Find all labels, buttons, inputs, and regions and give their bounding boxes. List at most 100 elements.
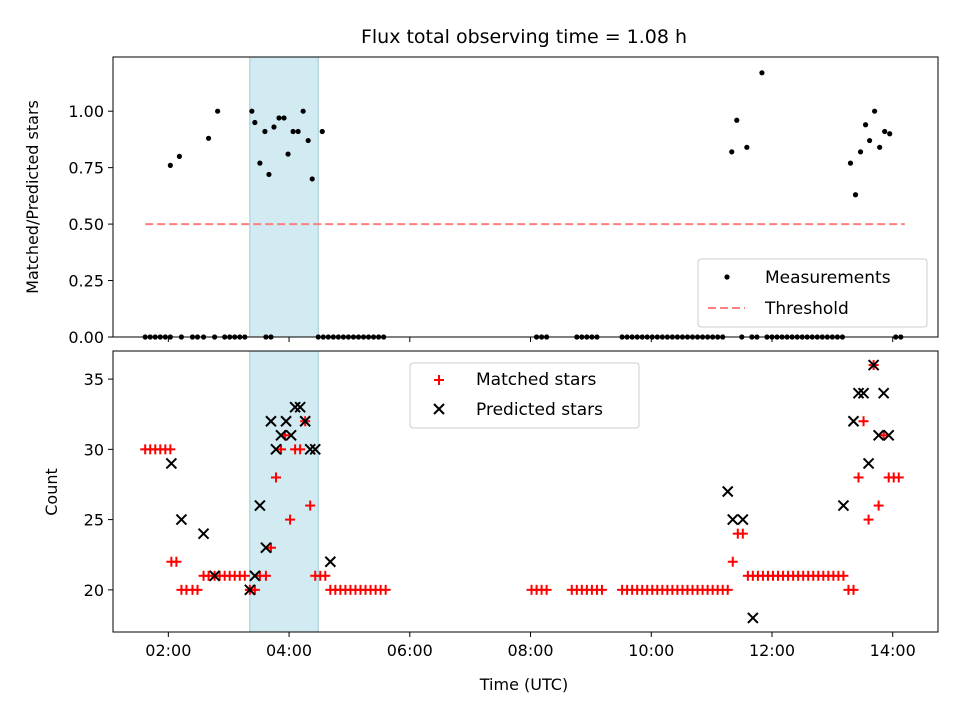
predicted-star-point	[324, 556, 337, 568]
measurement-point	[887, 131, 893, 137]
top-y-tick-label: 0.75	[68, 159, 104, 178]
x-tick-label: 14:00	[870, 641, 916, 660]
measurement-point	[290, 128, 296, 135]
predicted-star-point	[208, 570, 221, 582]
bottom-y-axis-label: Count	[42, 468, 61, 516]
matched-star-point	[737, 528, 748, 539]
measurement-point	[866, 137, 873, 144]
predicted-star-point	[882, 429, 895, 442]
legend-matched-marker	[434, 375, 444, 385]
matched-star-point	[878, 430, 889, 441]
matched-star-point	[380, 584, 391, 595]
predicted-star-point	[872, 429, 885, 442]
predicted-star-point	[727, 513, 739, 526]
legend-threshold-label: Threshold	[764, 299, 849, 319]
x-axis-label: Time (UTC)	[479, 675, 568, 694]
matched-star-point	[171, 556, 182, 567]
top-legend: Measurements Threshold	[697, 258, 928, 328]
predicted-star-point	[265, 415, 277, 427]
measurement-point	[305, 137, 311, 144]
predicted-star-point	[285, 429, 297, 442]
legend-predicted-label: Predicted stars	[476, 400, 603, 420]
measurement-point	[882, 128, 888, 135]
measurement-point	[862, 122, 869, 128]
measurement-point	[281, 115, 287, 121]
top-y-tick-label: 0.25	[68, 272, 104, 291]
highlight-span	[249, 351, 319, 632]
measurement-point	[319, 128, 325, 135]
x-tick-label: 06:00	[387, 641, 433, 660]
matched-star-point	[727, 556, 738, 567]
chart-title: Flux total observing time = 1.08 h	[361, 26, 687, 48]
predicted-star-point	[244, 584, 256, 596]
measurement-point	[176, 153, 183, 159]
x-tick-label: 10:00	[628, 641, 674, 660]
predicted-star-point	[289, 401, 301, 413]
bottom-y-tick-label: 20	[84, 581, 104, 600]
predicted-star-point	[254, 499, 266, 512]
matched-star-point	[239, 570, 250, 581]
top-panel: 0.00 0.25 0.50 0.75 1.00 Matched/Predicted s…	[23, 56, 939, 347]
measurement-point	[205, 135, 212, 141]
measurement-point	[847, 160, 854, 166]
measurement-point	[744, 144, 750, 150]
predicted-star-point	[294, 401, 306, 413]
predicted-star-point	[852, 387, 865, 399]
legend-predicted-marker	[433, 403, 445, 415]
measurement-point	[877, 144, 883, 150]
matched-star-point	[270, 472, 281, 483]
matched-star-point	[873, 500, 884, 511]
bottom-y-tick-label: 35	[84, 370, 104, 389]
measurement-point	[276, 115, 282, 121]
predicted-star-point	[197, 527, 210, 540]
matched-star-point	[320, 570, 331, 581]
measurement-point	[285, 151, 291, 157]
measurement-point	[857, 149, 864, 155]
measurement-point	[759, 70, 765, 76]
bottom-panel: 20 25 30 35 02:00 04:00 06:00 08:00 10:00 12:00 1…	[42, 350, 939, 694]
matched-star-point	[541, 584, 552, 595]
bottom-y-tick-label: 30	[84, 440, 104, 459]
predicted-star-point	[304, 443, 316, 456]
top-y-tick-label: 1.00	[68, 102, 104, 121]
x-tick-label: 08:00	[507, 641, 553, 660]
measurement-point	[729, 149, 735, 155]
measurement-point	[872, 108, 878, 114]
top-y-tick-label: 0.00	[68, 328, 104, 347]
predicted-star-point	[847, 415, 860, 427]
predicted-star-point	[175, 513, 188, 526]
highlight-span	[249, 57, 319, 337]
matched-star-point	[848, 584, 859, 595]
predicted-star-point	[737, 513, 749, 526]
predicted-star-point	[747, 612, 759, 624]
measurement-point	[852, 192, 859, 198]
matched-star-point	[265, 542, 276, 553]
predicted-star-point	[857, 387, 870, 399]
predicted-star-point	[165, 457, 178, 470]
predicted-star-point	[280, 415, 292, 427]
legend-matched-label: Matched stars	[476, 370, 596, 390]
matched-star-point	[863, 514, 874, 525]
matched-star-point	[295, 444, 306, 455]
measurement-point	[300, 108, 306, 114]
measurement-point	[262, 128, 268, 135]
matched-star-point	[276, 444, 287, 455]
predicted-star-point	[309, 443, 321, 456]
matched-star-point	[285, 514, 296, 525]
top-y-axis-label: Matched/Predicted stars	[23, 100, 42, 294]
predicted-star-point	[270, 443, 282, 456]
matched-star-point	[596, 584, 607, 595]
measurement-point	[309, 176, 315, 182]
predicted-star-point	[299, 415, 311, 427]
matched-star-point	[853, 472, 864, 483]
measurement-point	[215, 108, 221, 114]
predicted-star-point	[249, 570, 261, 582]
legend-measurements-label: Measurements	[765, 268, 891, 288]
bottom-y-tick-label: 25	[84, 511, 104, 530]
measurement-point	[266, 171, 272, 178]
legend-measurements-marker	[724, 274, 730, 280]
x-tick-label: 04:00	[266, 641, 312, 660]
matched-star-point	[249, 584, 260, 595]
